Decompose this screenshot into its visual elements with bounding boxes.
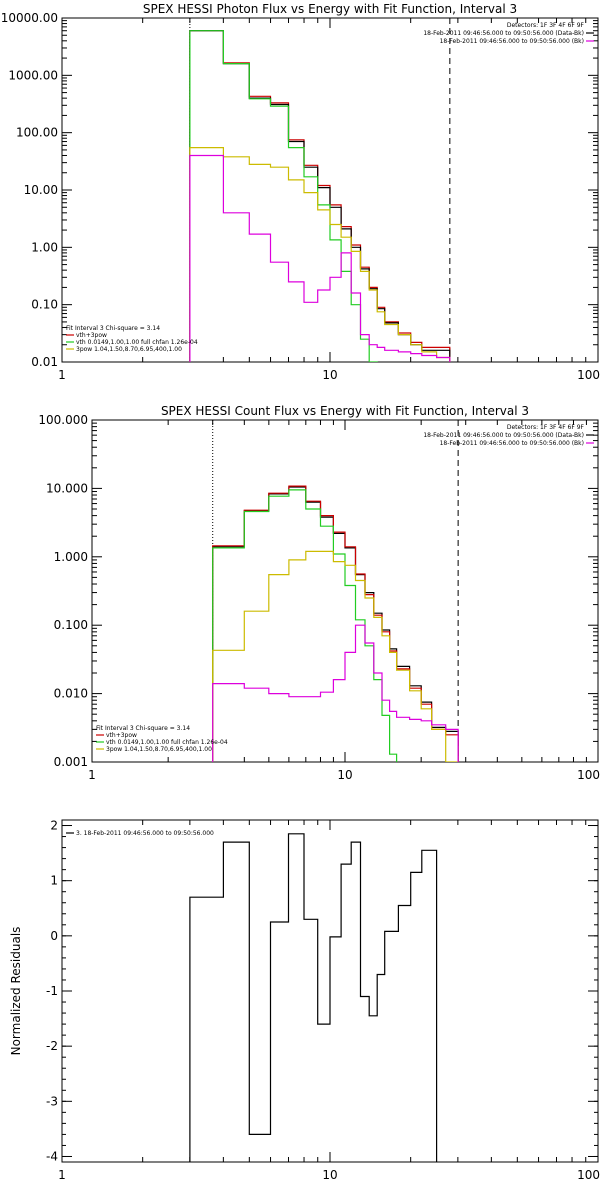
- legend-entry-0-2: vth 0.0149,1.00,1.00 full chfan 1.26e-04: [76, 339, 198, 346]
- series-line-0-3: [189, 147, 451, 362]
- x-tick-label-1: 1: [88, 768, 96, 782]
- x-tick-label-0: 10: [322, 368, 337, 382]
- legend-entry-0-0: Fit Interval 3 Chi-square = 3.14: [66, 325, 160, 332]
- y-tick-label-0: 10.00: [24, 183, 58, 197]
- series-line-0-2: [189, 30, 378, 362]
- y-tick-label-0: 0.01: [31, 355, 58, 369]
- info-line-0-2: 18-Feb-2011 09:46:56.000 to 09:50:56.000…: [440, 38, 584, 45]
- series-line-1-3: [212, 550, 459, 762]
- y-tick-label-1: 10.000: [46, 481, 88, 495]
- y-tick-label-2: 2: [50, 819, 58, 833]
- y-tick-label-1: 0.100: [54, 618, 88, 632]
- series-line-0-4: [189, 154, 451, 362]
- y-tick-label-0: 10000.00: [1, 11, 58, 25]
- series-line-2-0: [189, 833, 438, 1162]
- y-tick-label-2: -4: [46, 1149, 58, 1163]
- legend-entry-0-3: 3pow 1.04,1.50,8.70,6.95,400,1.00: [76, 346, 182, 353]
- y-tick-label-2: -1: [46, 984, 58, 998]
- legend-entry-1-0: Fit Interval 3 Chi-square = 3.14: [96, 725, 190, 732]
- y-tick-label-2: -2: [46, 1039, 58, 1053]
- x-tick-label-1: 100: [577, 768, 600, 782]
- y-tick-label-2: 0: [50, 929, 58, 943]
- chart-title-0: SPEX HESSI Photon Flux vs Energy with Fi…: [143, 2, 517, 16]
- legend-entry-1-3: 3pow 1.04,1.50,8.70,6.95,400,1.00: [106, 746, 212, 753]
- x-tick-label-2: 10: [322, 1168, 337, 1182]
- y-tick-label-0: 1000.00: [8, 68, 58, 82]
- legend-entry-1-1: vth+3pow: [106, 732, 137, 739]
- x-tick-label-0: 1: [58, 368, 66, 382]
- series-line-0-0: [189, 30, 451, 362]
- plot-frame-1: [91, 419, 599, 763]
- legend-entry-1-2: vth 0.0149,1.00,1.00 full chfan 1.26e-04: [106, 739, 228, 746]
- x-tick-label-1: 10: [337, 768, 352, 782]
- y-tick-label-2: 1: [50, 874, 58, 888]
- series-line-1-1: [212, 485, 459, 762]
- legend-entry-0-1: vth+3pow: [76, 332, 107, 339]
- info-line-1-2: 18-Feb-2011 09:46:56.000 to 09:50:56.000…: [440, 440, 584, 447]
- info-line-0-0: Detectors: 1F 3F 4F 6F 9F: [507, 22, 585, 29]
- y-tick-label-0: 1.00: [31, 240, 58, 254]
- legend-entry-2-0: 3. 18-Feb-2011 09:46:56.000 to 09:50:56.…: [76, 830, 214, 837]
- series-line-0-1: [189, 30, 451, 362]
- series-line-1-4: [212, 624, 459, 762]
- info-line-1-1: 18-Feb-2011 09:46:56.000 to 09:50:56.000…: [423, 432, 584, 439]
- x-tick-label-2: 1: [58, 1168, 66, 1182]
- x-tick-label-2: 100: [577, 1168, 600, 1182]
- series-line-1-2: [212, 489, 398, 762]
- y-tick-label-1: 1.000: [54, 550, 88, 564]
- info-line-0-1: 18-Feb-2011 09:46:56.000 to 09:50:56.000…: [423, 30, 584, 37]
- y-axis-label-2: Normalized Residuals: [9, 927, 23, 1056]
- y-tick-label-1: 0.010: [54, 687, 88, 701]
- series-line-1-0: [212, 486, 459, 762]
- y-tick-label-0: 0.10: [31, 298, 58, 312]
- y-tick-label-1: 100.000: [38, 413, 88, 427]
- y-tick-label-1: 0.001: [54, 755, 88, 769]
- y-tick-label-0: 100.00: [16, 126, 58, 140]
- chart-title-1: SPEX HESSI Count Flux vs Energy with Fit…: [161, 404, 529, 418]
- y-tick-label-2: -3: [46, 1094, 58, 1108]
- x-tick-label-0: 100: [577, 368, 600, 382]
- info-line-1-0: Detectors: 1F 3F 4F 6F 9F: [507, 424, 585, 431]
